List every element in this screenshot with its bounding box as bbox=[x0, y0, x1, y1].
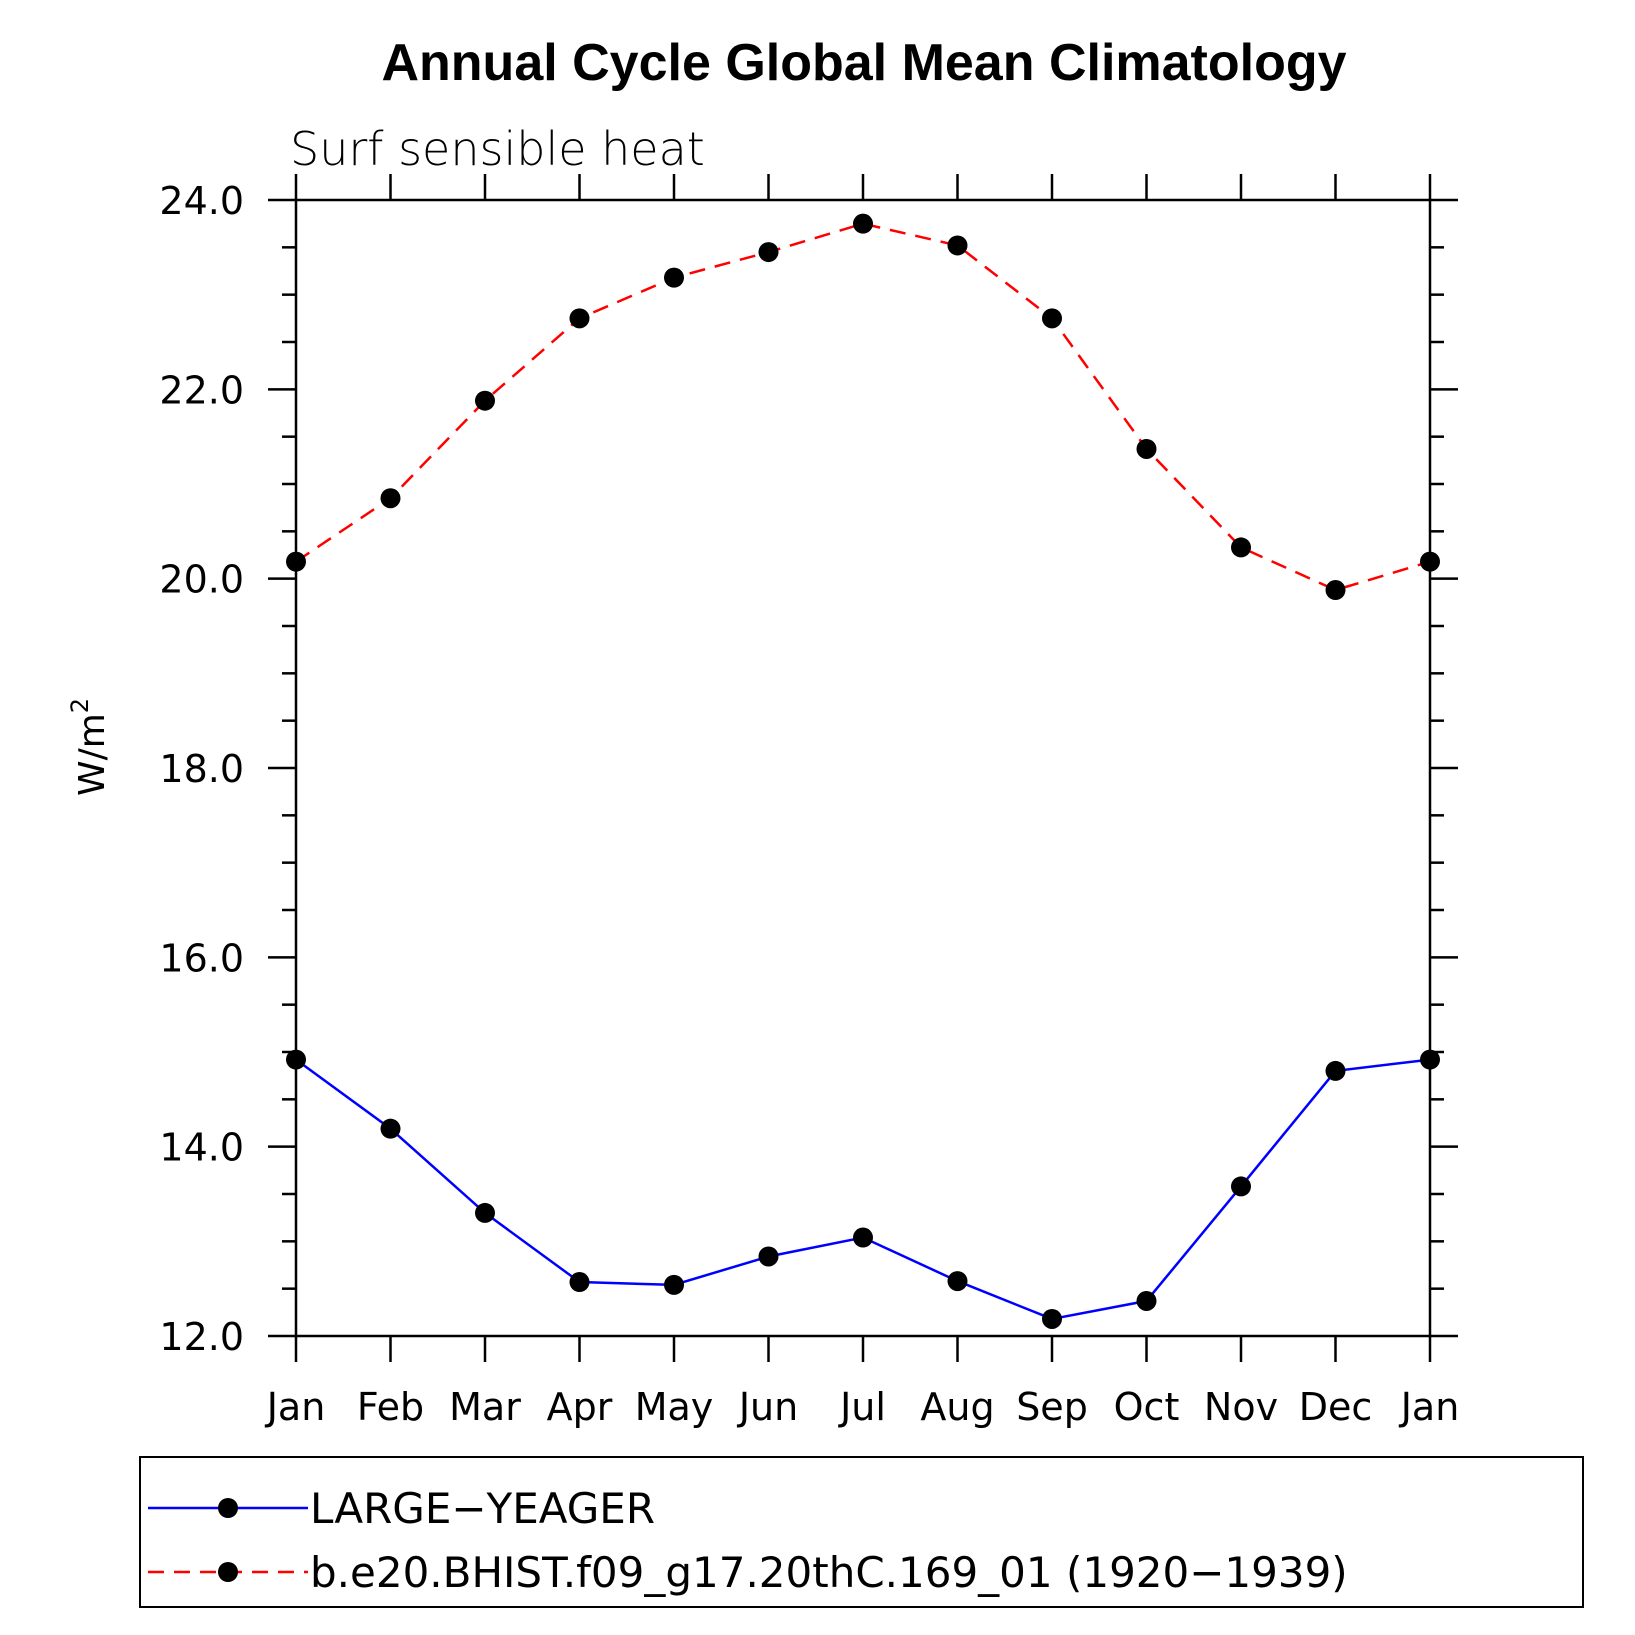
data-point bbox=[664, 1274, 684, 1295]
series-layer bbox=[286, 213, 1440, 1329]
x-tick-label: Jan bbox=[265, 1385, 326, 1429]
y-tick-label: 24.0 bbox=[159, 179, 244, 223]
data-point bbox=[1420, 1049, 1440, 1070]
y-tick-label: 18.0 bbox=[159, 747, 244, 791]
x-tick-label: May bbox=[635, 1385, 714, 1429]
data-point bbox=[380, 1118, 401, 1139]
x-tick-label: Dec bbox=[1299, 1385, 1373, 1429]
legend: LARGE−YEAGER b.e20.BHIST.f09_g17.20thC.16… bbox=[139, 1456, 1584, 1608]
x-tick-label: Apr bbox=[547, 1385, 613, 1429]
data-point bbox=[758, 1246, 779, 1267]
data-point bbox=[853, 213, 873, 234]
svg-text:W/m2: W/m2 bbox=[66, 698, 113, 796]
data-point bbox=[947, 235, 968, 256]
data-point bbox=[947, 1271, 968, 1292]
x-tick-label: Oct bbox=[1114, 1385, 1180, 1429]
legend-marker bbox=[218, 1562, 238, 1582]
data-point bbox=[1231, 537, 1251, 558]
x-tick-label: Jan bbox=[1399, 1385, 1460, 1429]
data-point bbox=[1325, 580, 1346, 601]
legend-item-2: b.e20.BHIST.f09_g17.20thC.169_01 (1920−1… bbox=[148, 1548, 1348, 1597]
y-axis-label-superscript: 2 bbox=[66, 698, 94, 713]
axes bbox=[268, 174, 1458, 1362]
x-tick-label: Aug bbox=[920, 1385, 994, 1429]
chart-subtitle: Surf sensible heat bbox=[290, 122, 705, 176]
data-point bbox=[1136, 438, 1157, 459]
x-tick-label: Jul bbox=[838, 1385, 886, 1429]
plot-frame bbox=[294, 198, 1432, 1338]
x-tick-label: Nov bbox=[1204, 1385, 1278, 1429]
data-point bbox=[569, 308, 590, 329]
y-axis-label: W/m2 bbox=[66, 698, 113, 796]
x-tick-labels: Jan Feb Mar Apr May Jun Jul Aug Sep Oct Nov Dec Jan bbox=[265, 1385, 1460, 1429]
x-tick-label: Jun bbox=[737, 1385, 798, 1429]
series-1 bbox=[286, 1049, 1440, 1329]
legend-items: LARGE−YEAGER b.e20.BHIST.f09_g17.20thC.16… bbox=[148, 1484, 1348, 1597]
y-tick-label: 12.0 bbox=[159, 1315, 244, 1359]
data-point bbox=[569, 1272, 590, 1293]
y-tick-label: 22.0 bbox=[159, 368, 244, 412]
data-point bbox=[286, 551, 306, 572]
series-line bbox=[295, 222, 1431, 592]
data-point bbox=[853, 1227, 873, 1248]
y-tick-label: 16.0 bbox=[159, 936, 244, 980]
data-point bbox=[1042, 308, 1062, 329]
y-axis-label-base: W/m bbox=[72, 713, 113, 796]
data-point bbox=[1042, 1308, 1062, 1329]
series-line bbox=[295, 1058, 1431, 1321]
data-point bbox=[380, 488, 401, 509]
data-point bbox=[1325, 1060, 1346, 1081]
data-point bbox=[1231, 1176, 1251, 1197]
y-tick-labels: 12.0 14.0 16.0 18.0 20.0 22.0 24.0 bbox=[159, 179, 244, 1359]
legend-box bbox=[139, 1456, 1584, 1608]
legend-label: LARGE−YEAGER bbox=[310, 1484, 655, 1533]
data-point bbox=[475, 390, 495, 411]
data-point bbox=[286, 1049, 306, 1070]
y-tick-label: 14.0 bbox=[159, 1126, 244, 1170]
data-point bbox=[1136, 1290, 1157, 1311]
data-point bbox=[758, 242, 779, 263]
y-tick-label: 20.0 bbox=[159, 558, 244, 602]
data-point bbox=[475, 1202, 495, 1223]
x-tick-label: Mar bbox=[449, 1385, 521, 1429]
chart-title: Annual Cycle Global Mean Climatology bbox=[381, 34, 1346, 92]
data-point bbox=[664, 267, 684, 288]
x-tick-label: Sep bbox=[1016, 1385, 1088, 1429]
legend-label: b.e20.BHIST.f09_g17.20thC.169_01 (1920−1… bbox=[310, 1548, 1348, 1597]
legend-marker bbox=[218, 1498, 238, 1518]
series-2 bbox=[286, 213, 1440, 601]
data-point bbox=[1420, 551, 1440, 572]
x-tick-label: Feb bbox=[357, 1385, 424, 1429]
legend-item-1: LARGE−YEAGER bbox=[148, 1484, 655, 1533]
